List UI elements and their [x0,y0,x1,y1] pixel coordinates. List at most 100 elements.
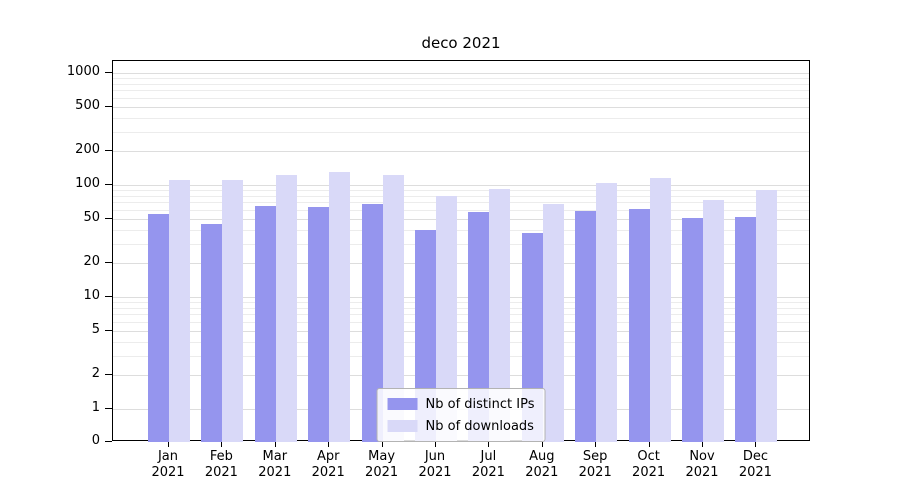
bar-downloads-jun [436,195,457,442]
x-tick [435,442,436,447]
y-tick [105,217,112,219]
x-tick-label: Mar 2021 [258,449,292,480]
gridline-minor [113,117,809,119]
x-tick-label: Oct 2021 [632,449,666,480]
gridline-minor [113,321,809,323]
y-tick [105,408,112,409]
gridline-major [113,185,809,186]
y-tick [105,184,112,185]
y-tick-label: 2 [91,366,100,382]
y-tick [105,329,112,331]
x-tick-label: Jul 2021 [471,449,505,480]
x-tick [381,442,383,447]
x-tick [702,442,703,447]
bar-distinct-ips-mar [254,205,276,442]
y-tick-label: 200 [75,142,100,158]
gridline-major [113,375,809,377]
gridline-minor [113,341,809,343]
bar-downloads-may [382,175,404,442]
y-tick-label: 1 [91,400,100,415]
y-tick [105,150,112,152]
legend-entry-downloads: Nb of downloads [387,417,535,435]
x-tick-label: Jan 2021 [151,449,185,480]
y-tick [105,441,112,442]
gridline-minor [113,131,809,133]
y-tick-label: 10 [83,288,100,303]
gridline-minor [113,195,809,197]
x-tick-label: Feb 2021 [204,449,238,480]
plot-area [112,60,810,442]
y-tick-label: 50 [83,209,100,225]
gridline-major [113,263,809,265]
gridline-minor [113,243,809,245]
x-tick-label: Nov 2021 [685,449,719,480]
gridline-minor [113,302,809,304]
bar-distinct-ips-oct [628,209,650,442]
gridline-minor [113,202,809,204]
bar-distinct-ips-jan [148,214,169,442]
bar-distinct-ips-sep [575,211,597,442]
gridline-minor [113,307,809,309]
x-tick [648,442,650,447]
gridline-minor [113,190,809,192]
y-tick-label: 5 [91,321,100,337]
x-tick [488,442,490,447]
y-tick-label: 1000 [66,64,100,79]
gridline-minor [113,97,809,99]
bar-downloads-feb [222,180,244,442]
x-tick-label: May 2021 [365,449,399,480]
x-tick-label: Jun 2021 [418,449,452,480]
bar-distinct-ips-feb [201,223,223,442]
x-tick [274,442,276,447]
gridline-minor [113,78,809,80]
bar-distinct-ips-may [361,203,383,442]
bar-distinct-ips-dec [735,216,757,442]
bar-downloads-jul [489,188,511,442]
x-tick [755,442,757,447]
y-tick-label: 500 [75,97,100,113]
gridline-minor [113,90,809,92]
bar-downloads-nov [703,200,724,442]
x-tick-label: Apr 2021 [311,449,345,480]
y-tick-label: 20 [83,254,100,270]
bar-downloads-oct [649,178,671,442]
gridline-major [113,73,809,74]
bar-downloads-dec [756,190,778,442]
legend: Nb of distinct IPs Nb of downloads [376,388,546,442]
x-tick-label: Aug 2021 [525,449,559,480]
bar-distinct-ips-nov [682,217,703,442]
gridline-major [113,106,809,108]
bar-distinct-ips-apr [308,206,330,442]
gridline-minor [113,314,809,316]
x-tick [168,442,169,447]
y-tick-label: 100 [75,176,100,191]
legend-label-downloads: Nb of downloads [425,418,534,434]
y-tick [105,72,112,73]
bar-distinct-ips-jul [468,212,490,442]
x-tick-label: Sep 2021 [578,449,612,480]
y-tick [105,296,112,297]
x-tick [221,442,223,447]
x-tick-label: Dec 2021 [738,449,772,480]
legend-swatch-downloads [387,420,418,432]
bar-downloads-jan [169,180,190,442]
legend-entry-distinct-ips: Nb of distinct IPs [387,395,535,413]
x-tick [541,442,543,447]
gridline-minor [113,355,809,357]
y-tick [105,105,112,107]
bar-downloads-sep [596,182,618,442]
bar-downloads-apr [329,172,351,442]
x-tick [595,442,597,447]
gridline-major [113,218,809,220]
legend-label-distinct-ips: Nb of distinct IPs [425,396,535,412]
bar-downloads-aug [542,204,564,442]
legend-swatch-distinct-ips [387,398,418,410]
y-tick [105,262,112,264]
chart-title: deco 2021 [421,34,501,52]
y-tick [105,374,112,376]
gridline-major [113,297,809,298]
gridline-minor [113,229,809,231]
x-tick [328,442,330,447]
bar-downloads-mar [275,175,297,442]
y-tick-label: 0 [91,433,100,448]
